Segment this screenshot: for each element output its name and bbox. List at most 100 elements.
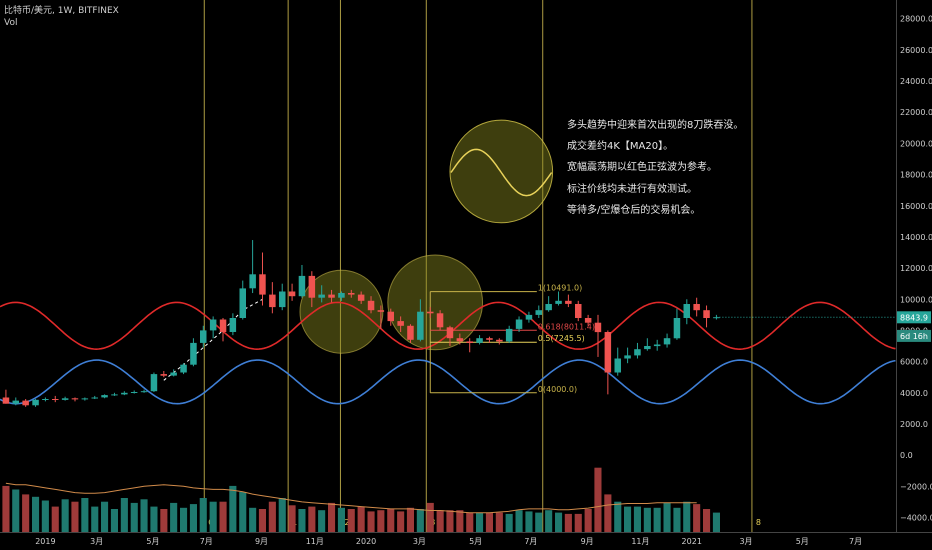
candle-body bbox=[604, 332, 612, 373]
candle-body bbox=[565, 300, 572, 304]
volume-bar bbox=[614, 501, 622, 532]
candle-body bbox=[101, 395, 108, 398]
candles bbox=[2, 240, 720, 407]
candle-body bbox=[269, 294, 276, 308]
candle-body bbox=[32, 399, 39, 406]
candle-body bbox=[298, 275, 306, 297]
volume-bar bbox=[426, 502, 434, 532]
volume-bar bbox=[328, 502, 336, 532]
volume-bar bbox=[535, 512, 543, 532]
candle-body bbox=[446, 327, 454, 339]
volume-bar bbox=[564, 513, 572, 532]
time-tick-label: 3月 bbox=[413, 537, 426, 546]
candle-body bbox=[288, 291, 296, 297]
volume-bar bbox=[377, 510, 385, 532]
volume-bar bbox=[347, 509, 355, 532]
candle-body bbox=[200, 330, 207, 343]
time-tick-label: 2019 bbox=[35, 537, 55, 546]
candle-body bbox=[308, 275, 316, 298]
volume-bar bbox=[584, 509, 592, 532]
candle-body bbox=[259, 274, 266, 295]
price-tick-label: 4000.0 bbox=[900, 389, 928, 398]
price-tick-label: 16000.0 bbox=[900, 202, 932, 211]
candle-body bbox=[52, 399, 59, 400]
price-tick-label: 2000.0 bbox=[900, 420, 928, 429]
volume-bar bbox=[416, 509, 424, 532]
volume-bar bbox=[683, 501, 691, 532]
volume-bar bbox=[337, 507, 345, 532]
volume-bar bbox=[61, 499, 69, 532]
volume-bar bbox=[180, 507, 188, 532]
blue-sine-wave bbox=[0, 359, 896, 405]
candle-body bbox=[377, 310, 385, 312]
volume-bar bbox=[22, 494, 30, 532]
volume-bar bbox=[574, 513, 582, 532]
price-tick-label: 28000.0 bbox=[900, 15, 932, 24]
candle-body bbox=[367, 300, 375, 311]
time-tick-label: 7月 bbox=[524, 537, 537, 546]
candle-body bbox=[703, 310, 710, 318]
candle-body bbox=[673, 318, 681, 339]
time-tick-label: 7月 bbox=[849, 537, 862, 546]
candle-body bbox=[61, 398, 69, 400]
candle-body bbox=[91, 397, 98, 399]
candle-body bbox=[190, 342, 197, 365]
fib-level-label: 1(10491.0) bbox=[538, 284, 582, 293]
volume-bar bbox=[160, 509, 168, 532]
volume-bar bbox=[515, 510, 523, 532]
volume-bar bbox=[81, 498, 89, 532]
fib-level-label: 0.618(8011.4) bbox=[538, 322, 595, 331]
annotation-line-4: 标注价线均未进行有效测试。 bbox=[567, 184, 697, 195]
annotation-line-3: 宽幅震荡期以红色正弦波为参考。 bbox=[567, 162, 717, 173]
volume-bar bbox=[495, 512, 503, 532]
time-tick-label: 3月 bbox=[90, 537, 103, 546]
fib-level-label: 0(4000.0) bbox=[538, 385, 577, 394]
candle-body bbox=[594, 322, 602, 333]
volume-bar bbox=[249, 507, 257, 532]
candle-body bbox=[239, 288, 246, 318]
volume-bar bbox=[189, 504, 197, 532]
price-tick-label: 24000.0 bbox=[900, 77, 932, 86]
volume-bar bbox=[110, 509, 118, 532]
price-tick-label: 20000.0 bbox=[900, 139, 932, 148]
volume-bar bbox=[555, 512, 563, 532]
candle-body bbox=[348, 293, 355, 295]
volume-bar bbox=[367, 511, 375, 532]
volume-bar bbox=[239, 492, 247, 532]
volume-bar bbox=[32, 496, 40, 532]
chart-header-symbol[interactable]: 比特币/美元, 1W, BITFINEX bbox=[4, 6, 119, 16]
time-tick-label: 11月 bbox=[631, 537, 649, 546]
candle-body bbox=[407, 325, 414, 340]
candle-body bbox=[427, 311, 434, 314]
candle-body bbox=[476, 338, 483, 343]
fib-level-label: 0.5(7245.5) bbox=[538, 334, 585, 343]
volume-bar bbox=[12, 489, 20, 532]
ma20-dashed-line bbox=[163, 298, 263, 381]
volume-bar bbox=[357, 506, 365, 532]
chart-header-volume[interactable]: Vol bbox=[4, 18, 18, 28]
candle-body bbox=[209, 319, 217, 331]
annotation-line-1: 多头趋势中迎来首次出现的8刀跌吞没。 bbox=[567, 120, 744, 131]
candle-body bbox=[12, 400, 19, 404]
candle-body bbox=[584, 318, 592, 323]
candle-body bbox=[525, 314, 533, 320]
volume-bar bbox=[318, 510, 326, 532]
volume-bar bbox=[229, 485, 237, 532]
vertical-marker-label: 8 bbox=[756, 518, 761, 527]
candle-body bbox=[496, 339, 503, 342]
candle-body bbox=[150, 374, 158, 392]
time-tick-label: 7月 bbox=[200, 537, 213, 546]
candle-body bbox=[160, 374, 167, 376]
candle-body bbox=[2, 397, 10, 404]
volume-bar bbox=[673, 507, 681, 532]
candle-body bbox=[81, 398, 89, 400]
time-axis-ticks: 2019 3月 5月 7月 9月 11月 2020 3月 5月 7月 9月 11月 2021 3月 5月 7月 bbox=[35, 537, 862, 546]
candle-body bbox=[505, 328, 513, 342]
volume-bar bbox=[140, 499, 148, 532]
candle-body bbox=[693, 304, 700, 311]
candle-body bbox=[575, 304, 582, 318]
candle-body bbox=[387, 311, 394, 322]
volume-bar bbox=[663, 502, 671, 532]
time-tick-label: 5月 bbox=[146, 537, 159, 546]
